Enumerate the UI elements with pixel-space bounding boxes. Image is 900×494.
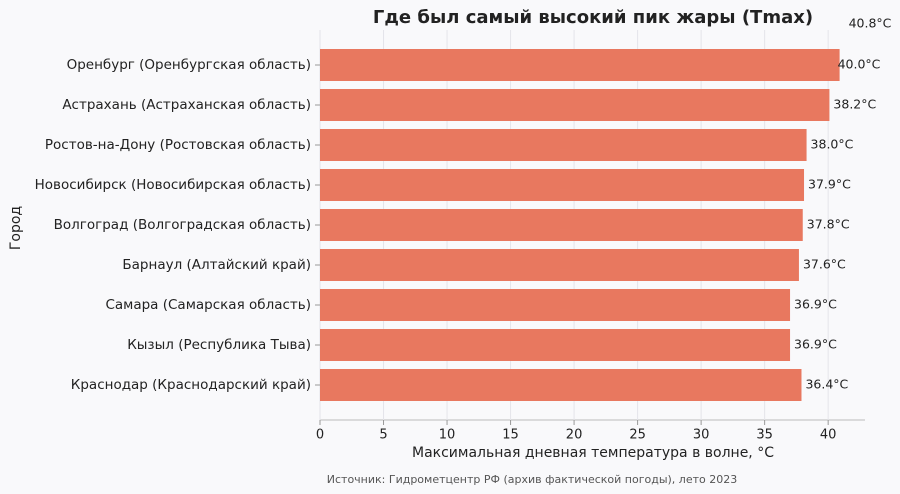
annotation: 36.4°C	[805, 377, 848, 392]
chart-title: Где был самый высокий пик жары (Tmax)	[373, 7, 813, 28]
annotation: 38.2°C	[833, 97, 876, 112]
y-tick-label: Краснодар (Краснодарский край)	[71, 377, 311, 393]
y-tick-label: Самара (Самарская область)	[105, 297, 311, 313]
annotation: 40.0°C	[838, 57, 881, 72]
y-tick-label: Барнаул (Алтайский край)	[122, 257, 311, 273]
x-tick-label: 20	[566, 428, 583, 443]
bar	[320, 129, 807, 161]
x-tick-label: 0	[316, 428, 324, 443]
annotation: 40.8°C	[849, 16, 892, 31]
bar	[320, 89, 830, 121]
x-tick-label: 5	[379, 428, 387, 443]
annotation: 36.9°C	[794, 297, 837, 312]
bar	[320, 49, 840, 81]
x-tick-label: 40	[820, 428, 837, 443]
annotation: 38.0°C	[811, 137, 854, 152]
y-tick-label: Кызыл (Республика Тыва)	[127, 337, 311, 353]
bar	[320, 289, 791, 321]
annotation: 37.9°C	[808, 177, 851, 192]
annotation: 37.8°C	[807, 217, 850, 232]
bar	[320, 369, 802, 401]
x-tick-label: 10	[439, 428, 456, 443]
x-tick-label: 30	[693, 428, 710, 443]
y-tick-label: Оренбург (Оренбургская область)	[67, 57, 311, 73]
x-tick-label: 25	[629, 428, 646, 443]
bar	[320, 169, 805, 201]
annotation: 37.6°C	[803, 257, 846, 272]
bar	[320, 329, 791, 361]
x-tick-label: 35	[756, 428, 773, 443]
bar	[320, 209, 803, 241]
y-tick-label: Новосибирск (Новосибирская область)	[35, 177, 311, 193]
x-axis-label: Максимальная дневная температура в волне…	[412, 445, 774, 461]
y-axis-label: Город	[8, 206, 24, 250]
y-tick-label: Ростов-на-Дону (Ростовская область)	[45, 137, 311, 153]
annotation: 36.9°C	[794, 337, 837, 352]
y-tick-label: Астрахань (Астраханская область)	[62, 97, 311, 113]
bar	[320, 249, 799, 281]
x-tick-label: 15	[502, 428, 519, 443]
source-note: Источник: Гидрометцентр РФ (архив фактич…	[327, 473, 737, 486]
y-tick-label: Волгоград (Волгоградская область)	[54, 217, 311, 233]
